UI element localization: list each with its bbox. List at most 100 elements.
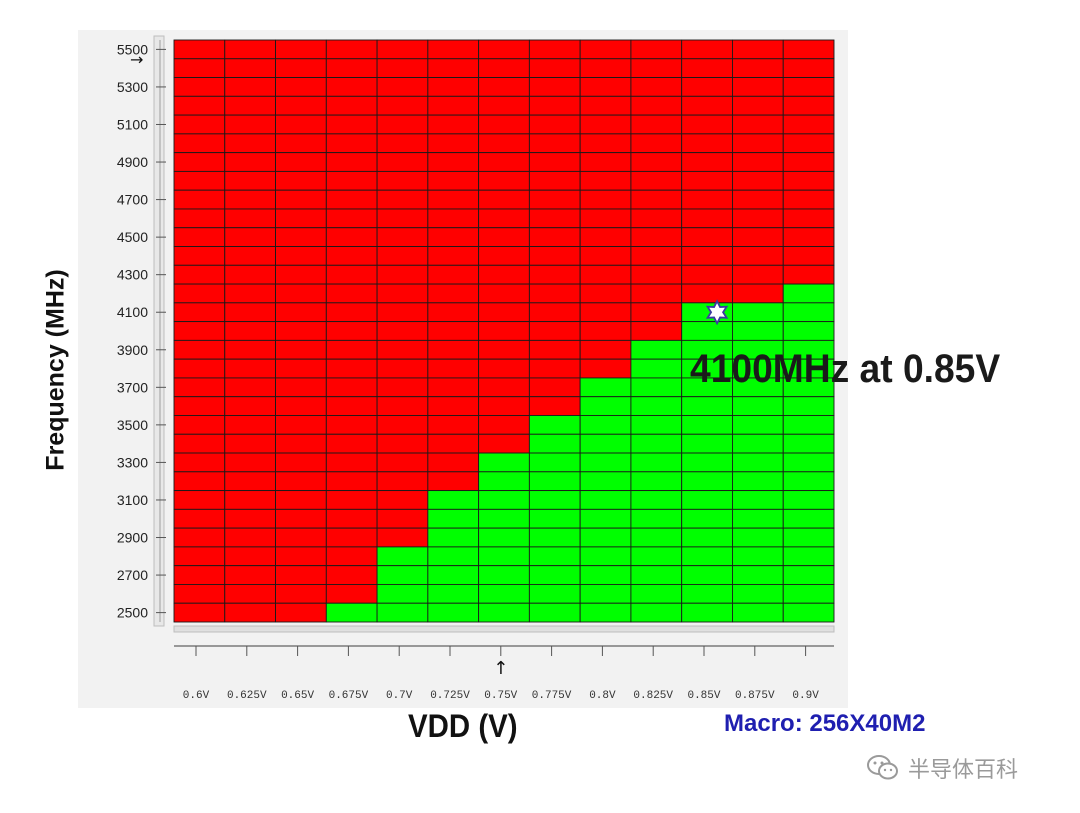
fail-cell bbox=[275, 508, 327, 529]
fail-cell bbox=[224, 95, 276, 116]
pass-cell bbox=[427, 584, 480, 604]
fail-cell bbox=[325, 321, 378, 341]
fail-cell bbox=[224, 565, 276, 585]
fail-cell bbox=[427, 321, 480, 341]
pass-cell bbox=[579, 584, 632, 604]
fail-cell bbox=[630, 283, 683, 304]
fail-cell bbox=[732, 133, 784, 154]
fail-cell bbox=[224, 246, 276, 266]
x-tick-label: 0.75V bbox=[484, 690, 517, 702]
fail-cell bbox=[528, 77, 581, 97]
pass-cell bbox=[630, 358, 683, 379]
pass-cell bbox=[478, 565, 530, 585]
pass-cell bbox=[528, 565, 581, 585]
fail-cell bbox=[325, 490, 378, 510]
fail-cell bbox=[224, 170, 276, 191]
fail-cell bbox=[427, 95, 480, 116]
fail-cell bbox=[224, 39, 276, 60]
pass-cell bbox=[732, 452, 784, 473]
fail-cell bbox=[427, 471, 480, 492]
fail-cell bbox=[478, 170, 530, 191]
fail-cell bbox=[325, 39, 378, 60]
pass-cell bbox=[732, 527, 784, 548]
fail-cell bbox=[528, 133, 581, 154]
fail-cell bbox=[579, 77, 632, 97]
fail-cell bbox=[427, 339, 480, 360]
fail-cell bbox=[732, 39, 784, 60]
fail-cell bbox=[528, 396, 581, 416]
fail-cell bbox=[275, 321, 327, 341]
fail-cell bbox=[224, 339, 276, 360]
fail-cell bbox=[478, 283, 530, 304]
fail-cell bbox=[427, 433, 480, 454]
pass-cell bbox=[478, 602, 530, 623]
pass-cell bbox=[681, 546, 733, 567]
fail-cell bbox=[224, 114, 276, 135]
fail-cell bbox=[376, 377, 429, 398]
pass-cell bbox=[732, 471, 784, 492]
pass-cell bbox=[630, 396, 683, 416]
pass-cell bbox=[630, 433, 683, 454]
fail-cell bbox=[376, 189, 429, 210]
fail-cell bbox=[427, 302, 480, 323]
pass-cell bbox=[579, 565, 632, 585]
y-tick-label: 3900 bbox=[117, 342, 148, 358]
pass-cell bbox=[478, 471, 530, 492]
fail-cell bbox=[275, 396, 327, 416]
fail-cell bbox=[376, 133, 429, 154]
fail-cell bbox=[275, 358, 327, 379]
fail-cell bbox=[173, 415, 226, 435]
pass-cell bbox=[681, 321, 733, 341]
fail-cell bbox=[173, 246, 226, 266]
annotation-text: 4100MHz at 0.85V bbox=[690, 347, 1001, 391]
y-tick-label: 3300 bbox=[117, 454, 148, 470]
fail-cell bbox=[528, 39, 581, 60]
pass-cell bbox=[782, 527, 835, 548]
fail-cell bbox=[782, 189, 835, 210]
fail-cell bbox=[376, 227, 429, 247]
fail-cell bbox=[224, 133, 276, 154]
fail-cell bbox=[275, 339, 327, 360]
fail-cell bbox=[376, 527, 429, 548]
fail-cell bbox=[325, 152, 378, 172]
fail-cell bbox=[173, 39, 226, 60]
fail-cell bbox=[275, 377, 327, 398]
fail-cell bbox=[224, 283, 276, 304]
fail-cell bbox=[275, 302, 327, 323]
fail-cell bbox=[325, 527, 378, 548]
fail-cell bbox=[275, 527, 327, 548]
fail-cell bbox=[427, 264, 480, 285]
y-scrollbar bbox=[153, 35, 165, 627]
pass-cell bbox=[579, 377, 632, 398]
fail-cell bbox=[173, 77, 226, 97]
fail-cell bbox=[478, 189, 530, 210]
x-tick-label: 0.675V bbox=[329, 690, 369, 702]
fail-cell bbox=[173, 527, 226, 548]
fail-cell bbox=[275, 433, 327, 454]
pass-cell bbox=[681, 452, 733, 473]
fail-cell bbox=[630, 321, 683, 341]
fail-cell bbox=[681, 77, 733, 97]
fail-cell bbox=[579, 189, 632, 210]
fail-cell bbox=[325, 77, 378, 97]
fail-cell bbox=[630, 189, 683, 210]
fail-cell bbox=[427, 358, 480, 379]
fail-cell bbox=[275, 58, 327, 78]
fail-cell bbox=[325, 433, 378, 454]
pass-cell bbox=[528, 508, 581, 529]
star-icon bbox=[705, 299, 729, 326]
fail-cell bbox=[782, 208, 835, 229]
fail-cell bbox=[325, 471, 378, 492]
fail-cell bbox=[528, 152, 581, 172]
fail-cell bbox=[325, 283, 378, 304]
pass-cell bbox=[732, 546, 784, 567]
fail-cell bbox=[579, 208, 632, 229]
fail-cell bbox=[275, 565, 327, 585]
fail-cell bbox=[173, 490, 226, 510]
fail-cell bbox=[325, 415, 378, 435]
fail-cell bbox=[325, 302, 378, 323]
pass-cell bbox=[478, 584, 530, 604]
fail-cell bbox=[275, 152, 327, 172]
fail-cell bbox=[630, 133, 683, 154]
fail-cell bbox=[478, 264, 530, 285]
